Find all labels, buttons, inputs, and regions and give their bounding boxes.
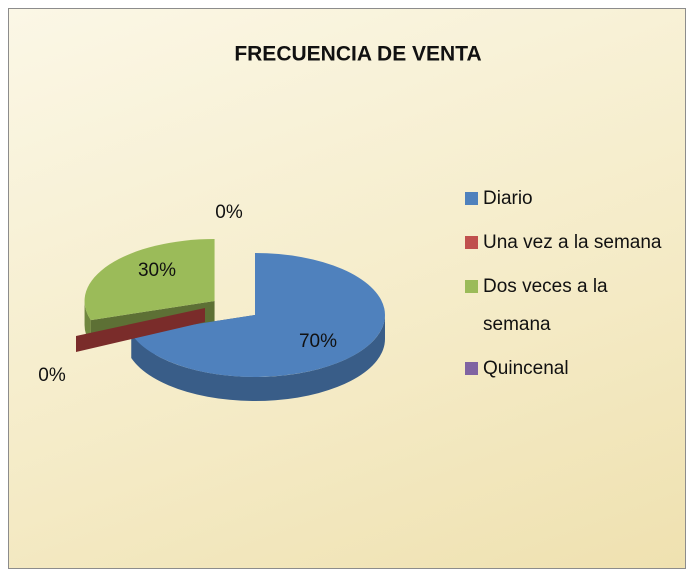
legend-label: Diario xyxy=(483,188,533,209)
legend-item: Una vez a la semana xyxy=(463,224,663,262)
legend-label: Dos veces a la semana xyxy=(483,276,608,335)
data-label: 30% xyxy=(138,260,176,281)
legend-label: Quincenal xyxy=(483,358,569,379)
slice-side xyxy=(131,315,386,402)
pie-slice xyxy=(131,253,386,402)
data-label: 70% xyxy=(299,331,337,352)
legend-item: Quincenal xyxy=(463,350,663,388)
data-label: 0% xyxy=(38,365,66,386)
legend: Diario Una vez a la semana Dos veces a la … xyxy=(463,180,663,394)
legend-label: Una vez a la semana xyxy=(483,232,662,253)
data-label: 0% xyxy=(215,202,243,223)
slice-top xyxy=(131,253,385,377)
legend-item: Dos veces a la semana xyxy=(463,268,663,344)
legend-item: Diario xyxy=(463,180,663,218)
slice-top xyxy=(84,238,215,321)
chart-title: FRECUENCIA DE VENTA xyxy=(234,43,481,66)
legend-swatch xyxy=(465,280,478,293)
slice-sliver xyxy=(76,308,205,352)
legend-swatch xyxy=(465,362,478,375)
legend-swatch xyxy=(465,192,478,205)
legend-swatch xyxy=(465,236,478,249)
